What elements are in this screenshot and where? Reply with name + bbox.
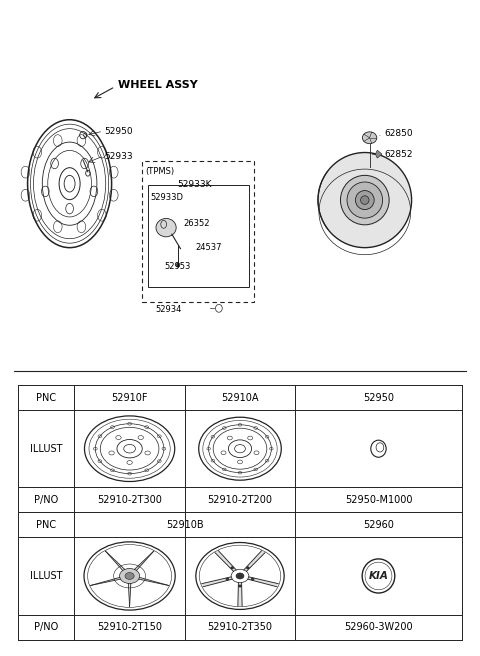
Polygon shape	[216, 551, 236, 571]
Bar	[148, 185, 249, 287]
Ellipse shape	[362, 132, 377, 144]
Polygon shape	[106, 552, 125, 571]
Text: PNC: PNC	[36, 520, 56, 530]
Ellipse shape	[246, 567, 249, 569]
Ellipse shape	[231, 569, 249, 583]
Polygon shape	[139, 577, 168, 585]
Ellipse shape	[236, 573, 244, 579]
Text: 62852: 62852	[384, 150, 412, 159]
Text: 52950: 52950	[363, 392, 394, 403]
Text: 52950-M1000: 52950-M1000	[345, 495, 412, 505]
Text: 52960-3W200: 52960-3W200	[344, 622, 413, 632]
Text: 52933: 52933	[105, 152, 133, 161]
Text: KIA: KIA	[369, 571, 388, 581]
Ellipse shape	[120, 569, 140, 583]
Text: 52910-2T350: 52910-2T350	[207, 622, 273, 632]
Text: 52933D: 52933D	[150, 193, 183, 202]
Text: 62850: 62850	[384, 129, 413, 138]
Text: 52910A: 52910A	[221, 392, 259, 403]
Polygon shape	[375, 150, 382, 158]
Polygon shape	[248, 577, 277, 586]
Polygon shape	[134, 552, 153, 571]
Text: P/NO: P/NO	[34, 495, 59, 505]
Polygon shape	[203, 577, 232, 586]
Text: 52910-2T150: 52910-2T150	[97, 622, 162, 632]
Text: P/NO: P/NO	[34, 622, 59, 632]
Ellipse shape	[176, 262, 180, 268]
Text: (TPMS): (TPMS)	[145, 167, 175, 176]
Polygon shape	[238, 583, 242, 605]
Ellipse shape	[318, 153, 412, 248]
Ellipse shape	[340, 175, 389, 225]
Ellipse shape	[156, 218, 176, 237]
Ellipse shape	[125, 573, 134, 579]
Ellipse shape	[251, 578, 254, 581]
Text: ILLUST: ILLUST	[30, 443, 62, 454]
Text: 52933K: 52933K	[178, 180, 212, 190]
Text: PNC: PNC	[36, 392, 56, 403]
Ellipse shape	[231, 567, 234, 569]
Polygon shape	[128, 583, 131, 606]
Text: 24537: 24537	[196, 243, 222, 252]
Polygon shape	[91, 577, 120, 585]
Text: 52934: 52934	[155, 305, 181, 314]
Text: ILLUST: ILLUST	[30, 571, 62, 581]
Text: WHEEL ASSY: WHEEL ASSY	[118, 80, 197, 91]
Text: 52910-2T300: 52910-2T300	[97, 495, 162, 505]
Text: 52950: 52950	[105, 127, 133, 136]
Ellipse shape	[360, 195, 369, 205]
Text: 52910F: 52910F	[111, 392, 148, 403]
Text: 52953: 52953	[165, 262, 191, 272]
Bar	[142, 161, 254, 302]
Text: 52910B: 52910B	[166, 520, 204, 530]
Ellipse shape	[355, 191, 374, 210]
Polygon shape	[244, 551, 264, 571]
Ellipse shape	[347, 182, 383, 218]
Ellipse shape	[226, 578, 229, 581]
Text: 52910-2T200: 52910-2T200	[207, 495, 273, 505]
Text: 26352: 26352	[184, 219, 210, 228]
Text: 52960: 52960	[363, 520, 394, 530]
Ellipse shape	[239, 585, 241, 587]
